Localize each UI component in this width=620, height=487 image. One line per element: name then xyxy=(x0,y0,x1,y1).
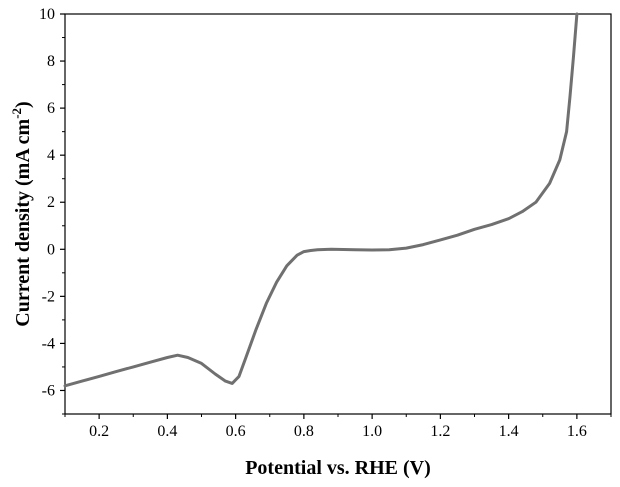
y-tick-label: 6 xyxy=(47,100,55,117)
x-axis-title: Potential vs. RHE (V) xyxy=(245,457,431,479)
y-tick-label: 0 xyxy=(47,241,55,258)
y-tick-label: 4 xyxy=(47,147,55,164)
x-tick-label: 0.6 xyxy=(226,423,246,440)
y-axis-title-main: Current density (mA cm xyxy=(12,118,34,326)
series-line xyxy=(65,14,577,386)
x-tick-label: 1.4 xyxy=(499,423,519,440)
axis-ticks: 0.2 0.4 0.6 0.8 1.0 1.2 1.4 1.6 -6 -4 -2 0 2 4 6 8 10 xyxy=(39,6,611,440)
y-axis-title-superscript: -2 xyxy=(9,108,24,119)
y-axis-title: Current density (mA cm-2) xyxy=(9,101,34,326)
x-tick-label: 1.6 xyxy=(567,423,587,440)
x-tick-label: 0.4 xyxy=(157,423,177,440)
y-tick-label: -6 xyxy=(42,382,55,399)
x-tick-label: 0.8 xyxy=(294,423,314,440)
x-tick-label: 1.0 xyxy=(362,423,382,440)
y-tick-label: -4 xyxy=(42,335,55,352)
y-axis-title-close: ) xyxy=(12,101,34,108)
y-tick-label: 2 xyxy=(47,194,55,211)
x-tick-label: 0.2 xyxy=(89,423,109,440)
x-tick-label: 1.2 xyxy=(430,423,450,440)
y-tick-label: 8 xyxy=(47,53,55,70)
y-tick-label: -2 xyxy=(42,288,55,305)
y-tick-label: 10 xyxy=(39,6,55,23)
plot-area-frame xyxy=(65,14,611,414)
